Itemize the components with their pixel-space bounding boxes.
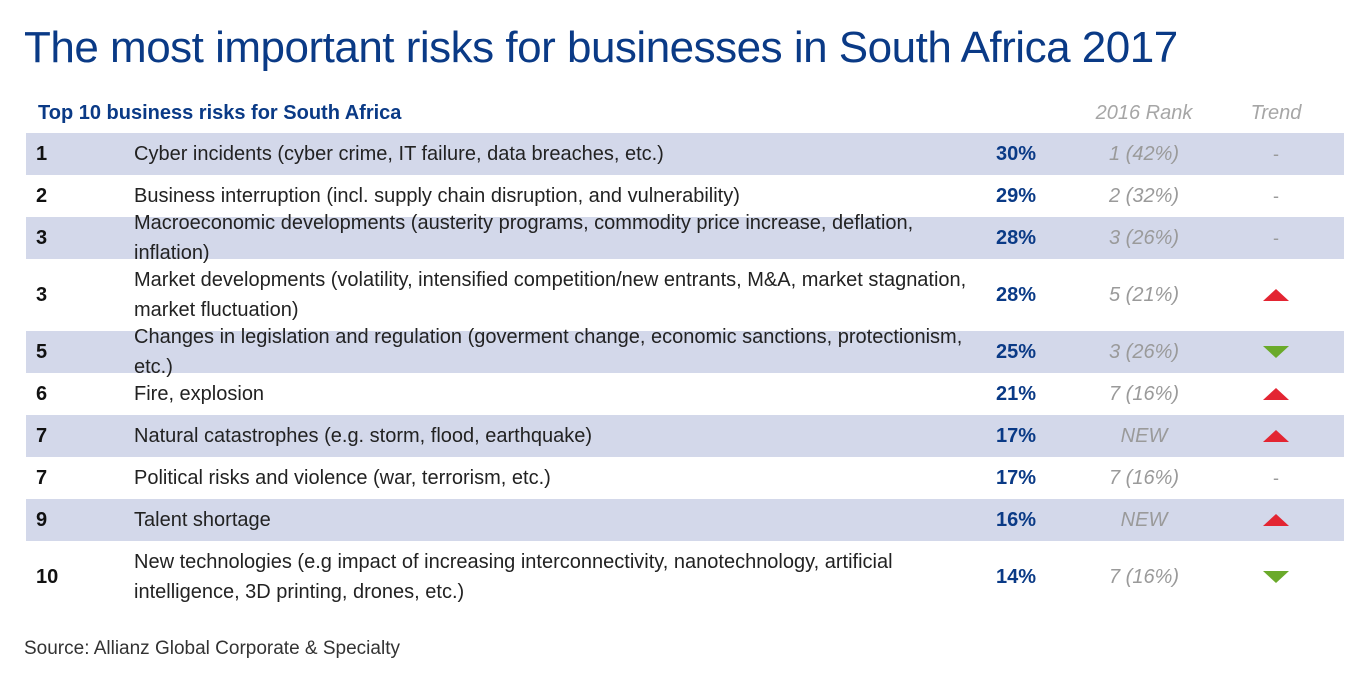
trend-cell: -	[1236, 175, 1316, 217]
table-row: 7 Natural catastrophes (e.g. storm, flood…	[26, 415, 1344, 457]
table-row: 2 Business interruption (incl. supply cha…	[26, 175, 1344, 217]
percent-cell: 28%	[995, 283, 1036, 306]
trend-unchanged-icon: -	[1273, 143, 1279, 164]
trend-cell: -	[1236, 457, 1316, 499]
rank-cell: 7	[36, 424, 48, 447]
percent-cell: 17%	[995, 466, 1036, 489]
percent-cell: 16%	[995, 508, 1036, 531]
rank-2016-cell: NEW	[1120, 424, 1168, 447]
percent-cell: 21%	[995, 382, 1036, 405]
trend-cell: -	[1236, 133, 1316, 175]
table-row: 1 Cyber incidents (cyber crime, IT failur…	[26, 133, 1344, 175]
table-row: 10 New technologies (e.g impact of increa…	[26, 541, 1344, 613]
rank-cell: 10	[36, 565, 59, 588]
trend-up-icon	[1263, 289, 1289, 301]
trend-cell: -	[1236, 217, 1316, 259]
trend-cell	[1236, 415, 1316, 457]
risk-cell: Cyber incidents (cyber crime, IT failure…	[134, 143, 664, 165]
percent-cell: 28%	[995, 226, 1036, 249]
rank-cell: 3	[36, 283, 48, 306]
trend-up-icon	[1263, 430, 1289, 442]
risk-cell: Political risks and violence (war, terro…	[134, 467, 551, 489]
table-row: 3 Market developments (volatility, intens…	[26, 259, 1344, 331]
risk-cell: Natural catastrophes (e.g. storm, flood,…	[134, 425, 593, 447]
trend-cell	[1236, 499, 1316, 541]
risk-cell: Market developments (volatility, intensi…	[134, 269, 967, 321]
trend-unchanged-icon: -	[1273, 227, 1279, 248]
trend-cell	[1236, 331, 1316, 373]
trend-down-icon	[1263, 571, 1289, 583]
risk-cell: New technologies (e.g impact of increasi…	[134, 551, 893, 603]
trend-cell	[1236, 259, 1316, 331]
rank-2016-cell: 7 (16%)	[1108, 382, 1180, 405]
percent-cell: 29%	[995, 184, 1036, 207]
risk-cell: Talent shortage	[134, 509, 271, 531]
trend-unchanged-icon: -	[1273, 185, 1279, 206]
trend-down-icon	[1263, 346, 1289, 358]
rank-cell: 3	[36, 226, 48, 249]
risk-table: 1 Cyber incidents (cyber crime, IT failur…	[26, 133, 1344, 613]
source-note: Source: Allianz Global Corporate & Speci…	[24, 638, 400, 659]
risk-cell: Changes in legislation and regulation (g…	[134, 326, 963, 378]
rank-2016-cell: 5 (21%)	[1108, 283, 1180, 306]
trend-up-icon	[1263, 388, 1289, 400]
rank-2016-cell: 2 (32%)	[1108, 184, 1180, 207]
table-row: 9 Talent shortage 16% NEW	[26, 499, 1344, 541]
rank-2016-cell: 7 (16%)	[1108, 466, 1180, 489]
table-subtitle: Top 10 business risks for South Africa	[38, 102, 402, 124]
percent-cell: 30%	[995, 142, 1036, 165]
page-title: The most important risks for businesses …	[24, 23, 1178, 72]
rank-cell: 5	[36, 340, 48, 363]
rank-2016-cell: NEW	[1120, 508, 1168, 531]
rank-2016-cell: 7 (16%)	[1108, 565, 1180, 588]
rank-cell: 9	[36, 508, 48, 531]
percent-cell: 25%	[995, 340, 1036, 363]
risk-cell: Business interruption (incl. supply chai…	[134, 185, 740, 207]
rank-cell: 6	[36, 382, 48, 405]
percent-cell: 14%	[995, 565, 1036, 588]
trend-unchanged-icon: -	[1273, 467, 1279, 488]
rank-cell: 1	[36, 142, 48, 165]
table-row: 6 Fire, explosion 21% 7 (16%)	[26, 373, 1344, 415]
table-header: Top 10 business risks for South Africa 2…	[26, 96, 1344, 132]
trend-cell	[1236, 541, 1316, 613]
rank-cell: 2	[36, 184, 48, 207]
column-header-trend: Trend	[1250, 102, 1302, 124]
table-row: 3 Macroeconomic developments (austerity p…	[26, 212, 1344, 264]
table-row: 7 Political risks and violence (war, terr…	[26, 457, 1344, 499]
trend-cell	[1236, 373, 1316, 415]
table-row: 5 Changes in legislation and regulation (…	[26, 326, 1344, 378]
percent-cell: 17%	[995, 424, 1036, 447]
rank-2016-cell: 1 (42%)	[1108, 142, 1180, 165]
risk-cell: Macroeconomic developments (austerity pr…	[134, 212, 914, 264]
rank-2016-cell: 3 (26%)	[1108, 340, 1180, 363]
rank-cell: 7	[36, 466, 48, 489]
risk-cell: Fire, explosion	[134, 383, 265, 405]
rank-2016-cell: 3 (26%)	[1108, 226, 1180, 249]
column-header-2016-rank: 2016 Rank	[1095, 102, 1193, 124]
trend-up-icon	[1263, 514, 1289, 526]
